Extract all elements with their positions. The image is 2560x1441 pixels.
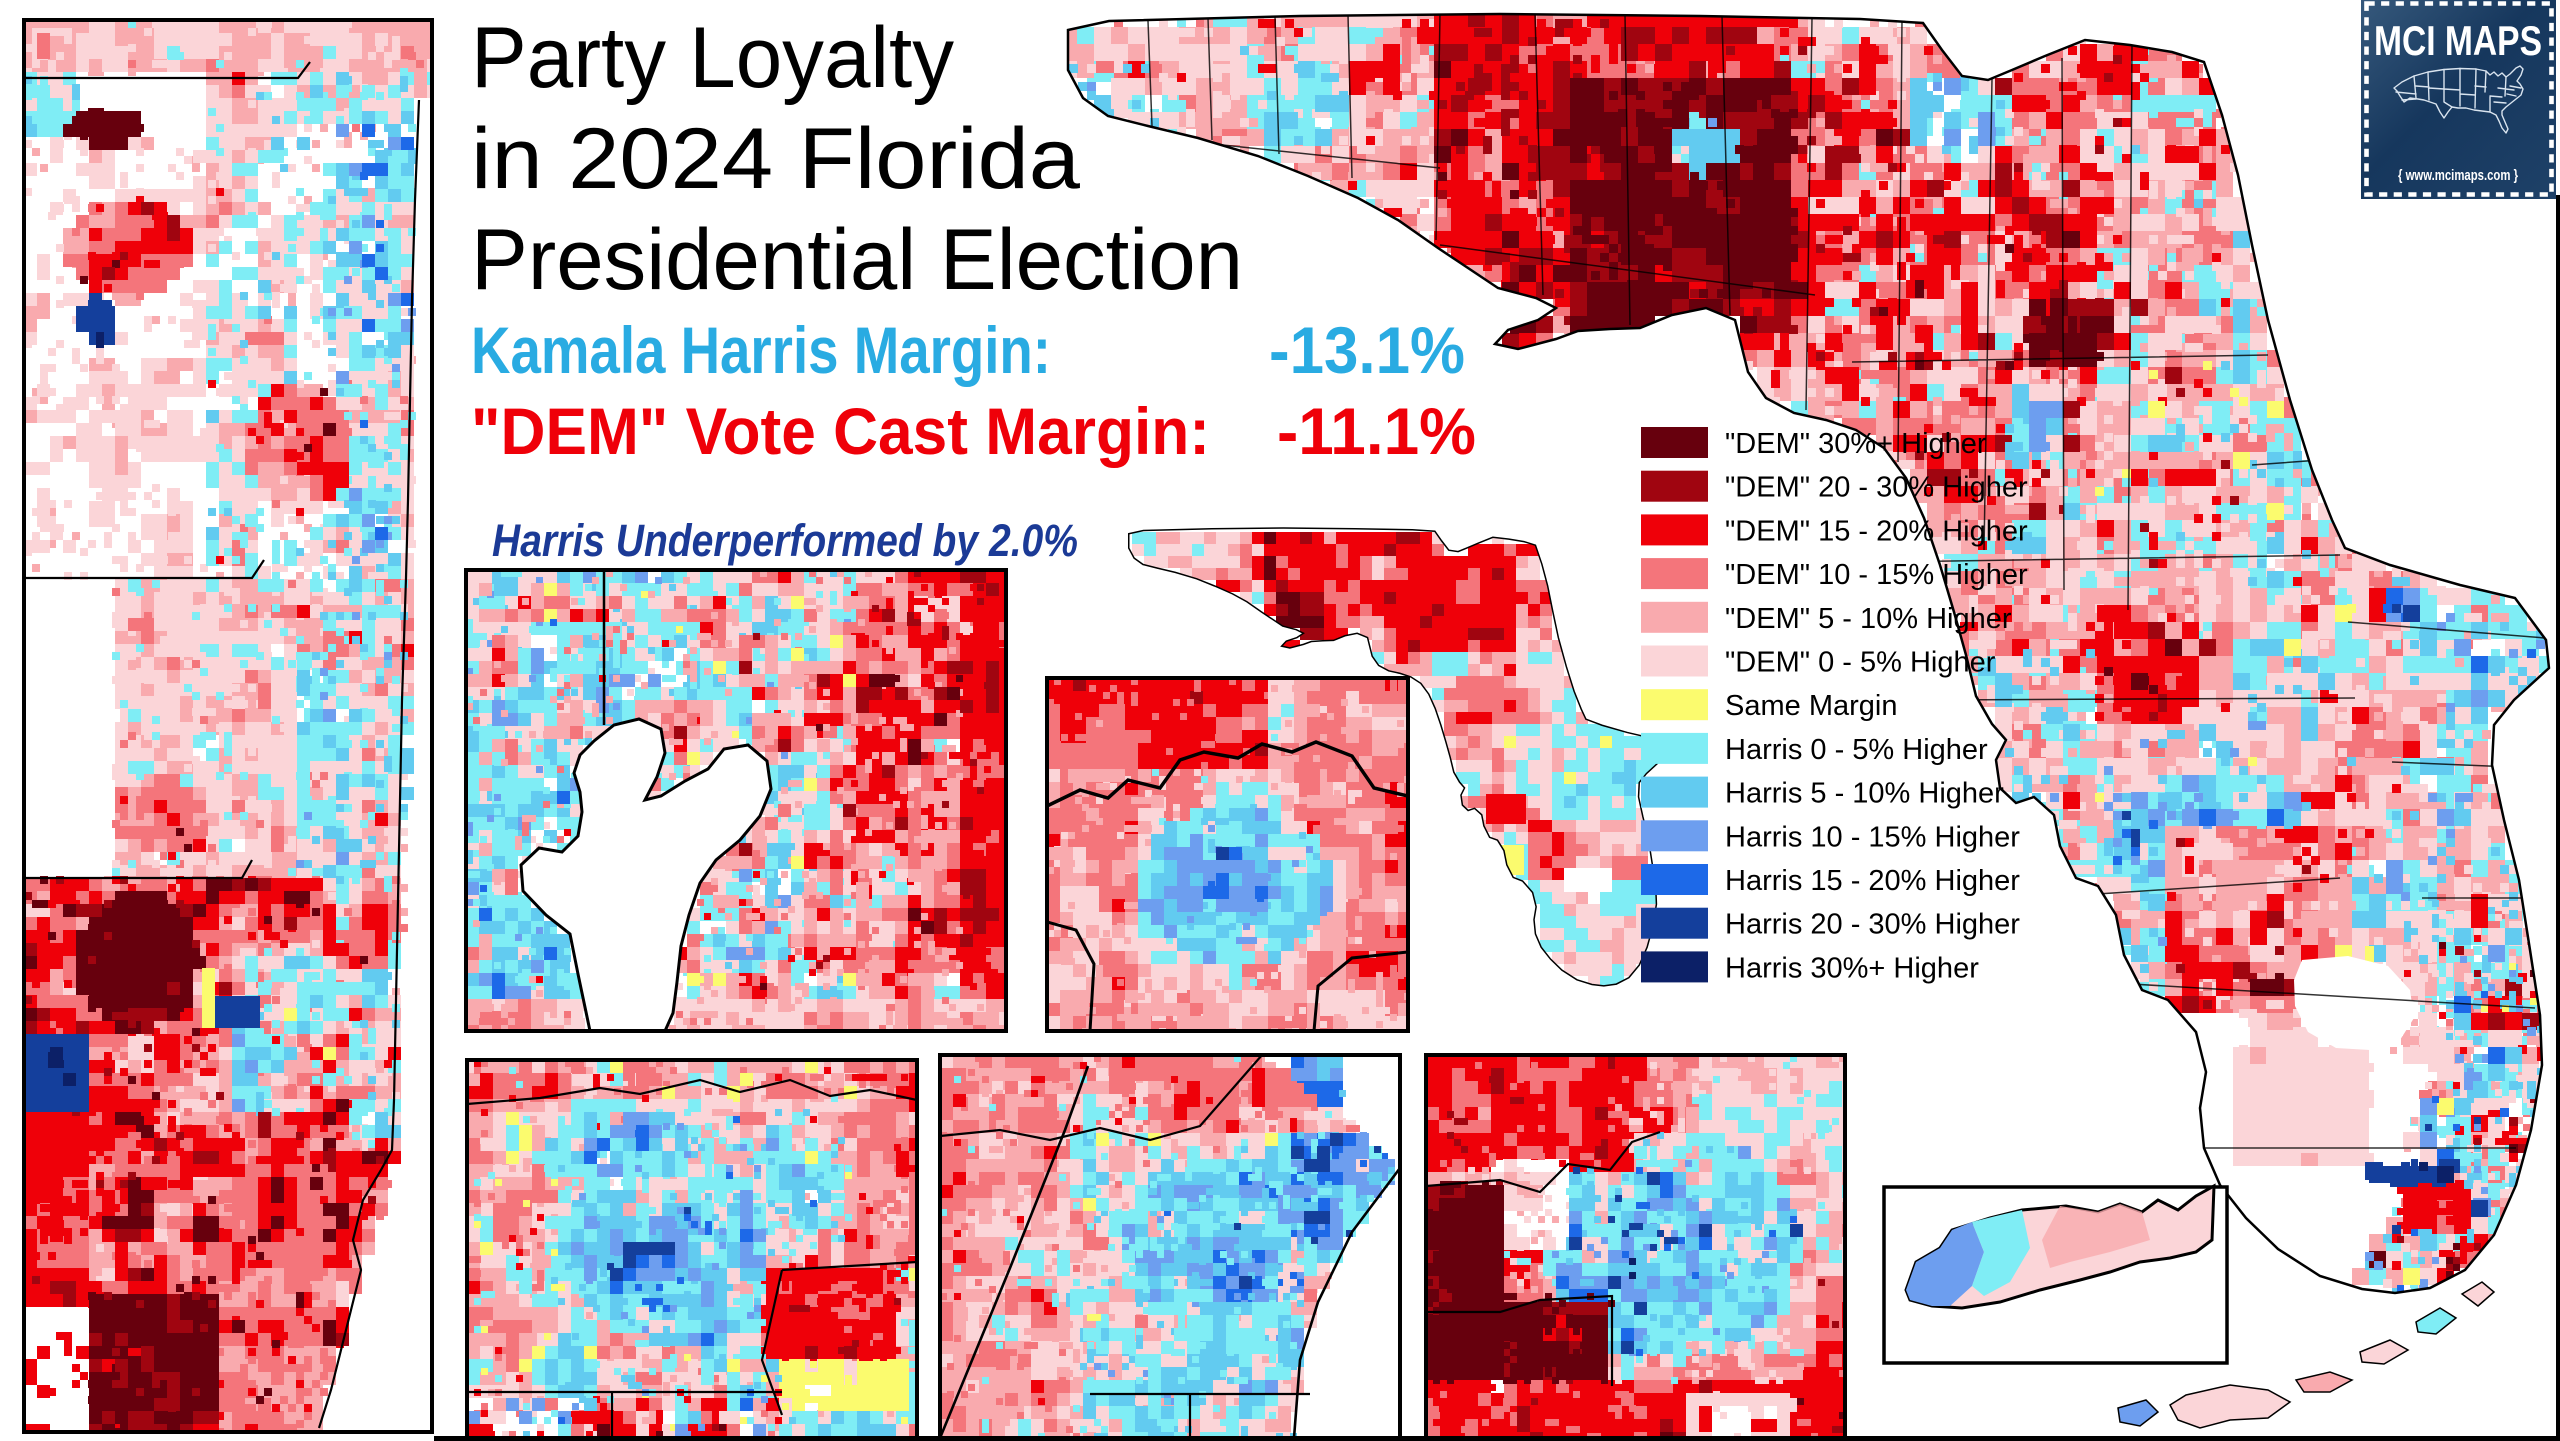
svg-text:Harris 30%+ Higher: Harris 30%+ Higher — [1725, 952, 1979, 984]
svg-text:Presidential Election: Presidential Election — [471, 212, 1243, 308]
svg-text:Harris 10 - 15% Higher: Harris 10 - 15% Higher — [1725, 821, 2020, 853]
svg-text:"DEM" 0 - 5% Higher: "DEM" 0 - 5% Higher — [1725, 647, 1996, 679]
svg-text:MCI MAPS: MCI MAPS — [2374, 17, 2542, 64]
svg-text:-11.1%: -11.1% — [1277, 394, 1476, 468]
svg-text:"DEM" Vote Cast Margin:: "DEM" Vote Cast Margin: — [471, 394, 1210, 468]
svg-text:Harris 0 - 5% Higher: Harris 0 - 5% Higher — [1725, 734, 1988, 766]
svg-text:Harris 15 - 20% Higher: Harris 15 - 20% Higher — [1725, 865, 2020, 897]
svg-text:"DEM" 15 - 20% Higher: "DEM" 15 - 20% Higher — [1725, 515, 2028, 547]
svg-text:Harris 5 - 10% Higher: Harris 5 - 10% Higher — [1725, 778, 2004, 810]
svg-text:"DEM" 20 - 30% Higher: "DEM" 20 - 30% Higher — [1725, 472, 2028, 504]
svg-text:Harris 20 - 30% Higher: Harris 20 - 30% Higher — [1725, 909, 2020, 941]
svg-text:{ www.mcimaps.com }: { www.mcimaps.com } — [2398, 168, 2518, 184]
svg-text:Same Margin: Same Margin — [1725, 690, 1897, 722]
svg-text:"DEM" 30%+ Higher: "DEM" 30%+ Higher — [1725, 428, 1987, 460]
svg-text:"DEM" 10 - 15% Higher: "DEM" 10 - 15% Higher — [1725, 559, 2028, 591]
svg-text:-13.1%: -13.1% — [1269, 313, 1465, 387]
svg-text:in 2024 Florida: in 2024 Florida — [471, 111, 1080, 207]
svg-text:Harris Underperformed by 2.0%: Harris Underperformed by 2.0% — [492, 515, 1078, 566]
svg-text:Kamala Harris Margin:: Kamala Harris Margin: — [471, 313, 1051, 387]
svg-text:Party Loyalty: Party Loyalty — [471, 10, 954, 106]
svg-text:"DEM" 5 - 10% Higher: "DEM" 5 - 10% Higher — [1725, 603, 2012, 635]
